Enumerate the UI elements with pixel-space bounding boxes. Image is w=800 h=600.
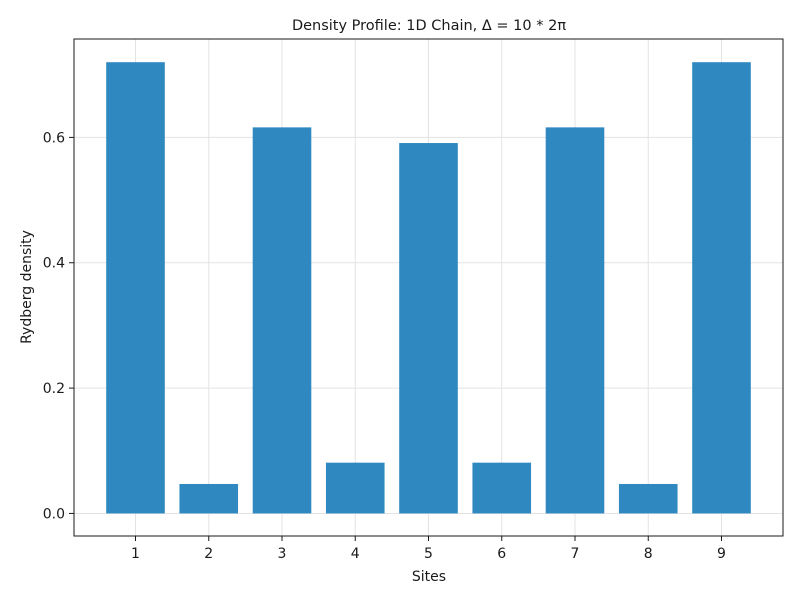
bar-site-3 — [252, 127, 312, 514]
y-tick-label: 0.0 — [43, 506, 65, 522]
bar-site-9 — [692, 62, 751, 514]
bar-site-2 — [179, 483, 239, 514]
x-tick-label: 6 — [497, 546, 506, 562]
y-axis-ticks: 0.0 0.2 0.4 0.6 — [43, 130, 74, 522]
x-tick-label: 3 — [278, 546, 287, 562]
y-axis-label: Rydberg density — [19, 230, 35, 344]
bar-site-8 — [618, 483, 678, 514]
x-tick-label: 7 — [571, 546, 580, 562]
x-axis-ticks: 1 2 3 4 5 6 7 8 9 — [131, 536, 726, 562]
bar-site-6 — [472, 462, 532, 514]
bar-site-7 — [545, 127, 605, 514]
x-tick-label: 2 — [204, 546, 213, 562]
y-tick-label: 0.6 — [43, 130, 65, 146]
bar-site-5 — [399, 143, 458, 514]
x-tick-label: 1 — [131, 546, 140, 562]
bar-site-1 — [106, 62, 165, 514]
x-tick-label: 4 — [351, 546, 360, 562]
x-tick-label: 9 — [717, 546, 726, 562]
bar-site-4 — [325, 462, 385, 514]
y-tick-label: 0.4 — [43, 256, 65, 272]
x-tick-label: 5 — [424, 546, 433, 562]
bars — [106, 62, 751, 514]
y-tick-label: 0.2 — [43, 381, 65, 397]
x-tick-label: 8 — [644, 546, 653, 562]
x-axis-label: Sites — [412, 569, 446, 585]
chart-title: Density Profile: 1D Chain, Δ = 10 * 2π — [292, 18, 566, 34]
